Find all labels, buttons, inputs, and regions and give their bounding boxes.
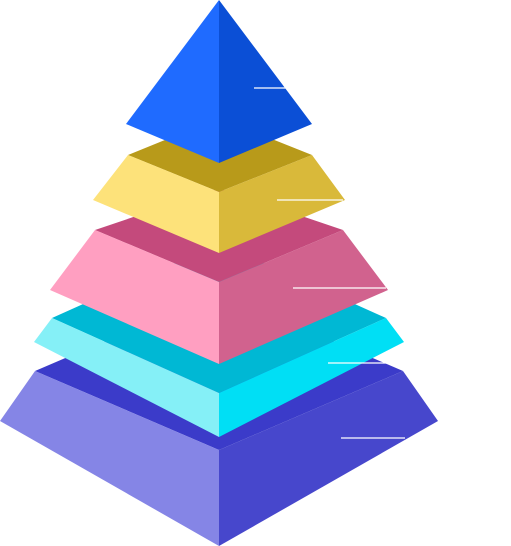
tier-1-left-face: [126, 0, 219, 163]
tier-4-right-face: [219, 318, 404, 437]
tier-5-left-face: [0, 371, 219, 546]
tier-3-left-face: [50, 230, 219, 364]
tier-5-right-face: [219, 371, 438, 546]
tier-4-left-face: [34, 318, 219, 437]
tier-3-right-face: [219, 230, 388, 364]
pyramid-tier-1: [126, 0, 312, 163]
tier-2-right-face: [219, 155, 345, 253]
tier-2-left-face: [93, 155, 219, 253]
tier-1-right-face: [219, 0, 312, 163]
